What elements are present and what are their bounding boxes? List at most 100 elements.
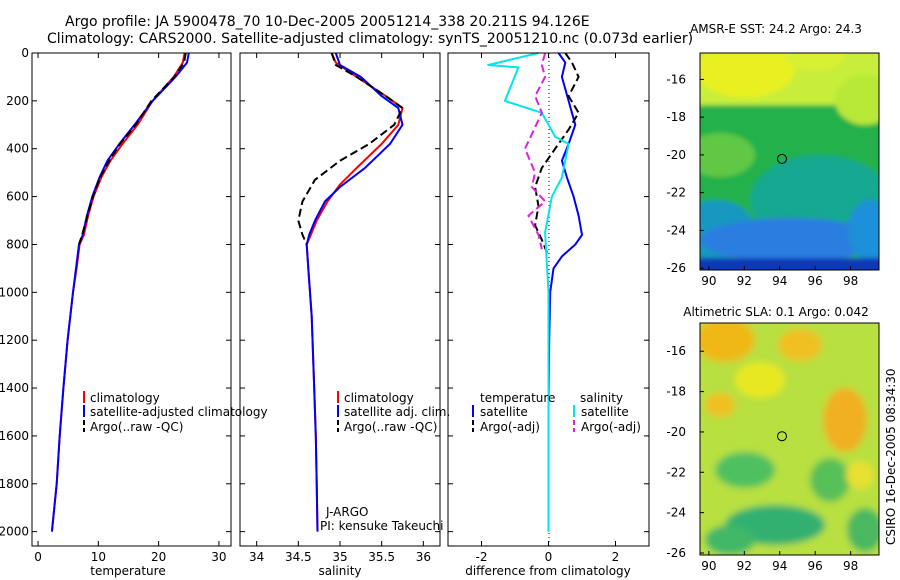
legend-salinity-heading: salinity (580, 391, 623, 405)
y-tick-label: 200 (6, 94, 29, 108)
temperature-ticks: 0 10 20 30 0 200 400 600 800 1000 1200 1400 1600 1800… (0, 46, 231, 564)
map-y-tick-label: -18 (666, 385, 686, 399)
legend-satellite-label: satellite adj. clim. (344, 405, 450, 419)
sst-cool-right (848, 200, 879, 260)
map-x-tick-label: 98 (843, 559, 858, 573)
temperature-panel: 0 10 20 30 0 200 400 600 800 1000 1200 1400 1600 1800… (0, 46, 268, 578)
x-tick-label: 30 (211, 550, 226, 564)
series-line-argo-raw-qc- (78, 52, 187, 245)
x-tick-label: 0 (545, 550, 553, 564)
series-line-argo-raw-qc- (297, 52, 404, 245)
series-line-climatology (50, 52, 186, 532)
x-tick-label: 10 (91, 550, 106, 564)
y-tick-label: 800 (6, 237, 29, 251)
series-line-climatology (305, 52, 404, 532)
difference-xlabel: difference from climatology (465, 564, 631, 578)
y-tick-label: 1800 (0, 477, 29, 491)
pi-annotation-line1: J-ARGO (325, 505, 368, 519)
map-y-tick-label: -22 (666, 186, 686, 200)
map-x-tick-label: 98 (843, 274, 858, 288)
series-line-temperature-satellite (547, 52, 583, 532)
y-tick-label: 1000 (0, 285, 29, 299)
temperature-legend: climatology satellite-adjusted climatolo… (83, 391, 268, 434)
salinity-legend: climatology satellite adj. clim. Argo(..… (337, 391, 450, 434)
salinity-panel: 34 34.5 35 35.5 36 salinity climatology sate… (239, 52, 450, 578)
sla-frame (699, 322, 880, 556)
credit-text: CSIRO 16-Dec-2005 08:34:30 (884, 368, 898, 545)
map-y-tick-label: -24 (666, 223, 686, 237)
x-tick-label: 34.5 (285, 550, 312, 564)
sst-cool-blue (700, 218, 879, 262)
map-y-tick-label: -18 (666, 110, 686, 124)
sla-low-1 (715, 452, 775, 488)
x-tick-label: 35.5 (368, 550, 395, 564)
sla-ticks: 90 92 94 96 98 -16 -18 -20 -22 -24 -26 (666, 344, 858, 573)
map-y-tick-label: -20 (666, 425, 686, 439)
legend-climatology-label: climatology (90, 391, 160, 405)
series-line-salinity-argo-adj- (524, 52, 547, 250)
map-x-tick-label: 92 (737, 274, 752, 288)
x-tick-label: -2 (476, 550, 488, 564)
series-line-temperature-argo-adj- (534, 52, 580, 257)
legend-sal-satellite-label: satellite (581, 405, 629, 419)
map-y-tick-label: -16 (666, 344, 686, 358)
map-x-tick-label: 90 (701, 559, 716, 573)
difference-panel: -2 0 2 difference from climatology tempera… (447, 52, 650, 578)
map-x-tick-label: 96 (808, 559, 823, 573)
y-tick-label: 600 (6, 190, 29, 204)
x-tick-label: 36 (416, 550, 431, 564)
legend-sal-argo-label: Argo(-adj) (581, 420, 641, 434)
y-tick-label: 1200 (0, 333, 29, 347)
salinity-lines (297, 52, 404, 532)
x-tick-label: 2 (612, 550, 620, 564)
sla-map-title: Altimetric SLA: 0.1 Argo: 0.042 (683, 305, 868, 319)
legend-argo-label: Argo(..raw -QC) (90, 420, 183, 434)
header-line1: Argo profile: JA 5900478_70 10-Dec-2005 … (65, 14, 590, 30)
difference-legend: temperature salinity satellite Argo(-adj… (472, 391, 641, 434)
sst-green-patch (700, 133, 755, 177)
temperature-frame (31, 52, 232, 547)
sla-low-4 (705, 525, 755, 555)
map-y-tick-label: -22 (666, 465, 686, 479)
sla-map: Altimetric SLA: 0.1 Argo: 0.042 90 92 94 96… (666, 305, 880, 573)
difference-lines (487, 52, 583, 532)
sla-yellow-1 (735, 362, 785, 398)
y-tick-label: 0 (21, 46, 29, 60)
sst-map: AMSR-E SST: 24.2 Argo: 24.3 90 92 94 96 98 -1… (666, 22, 880, 288)
legend-satellite-label: satellite-adjusted climatology (90, 405, 268, 419)
sla-yellow-2 (846, 461, 874, 489)
sst-frame (699, 52, 880, 271)
difference-ticks: -2 0 2 (448, 52, 649, 564)
temperature-xlabel: temperature (90, 564, 165, 578)
legend-climatology-label: climatology (344, 391, 414, 405)
map-y-tick-label: -26 (666, 261, 686, 275)
map-x-tick-label: 92 (737, 559, 752, 573)
map-x-tick-label: 94 (772, 559, 787, 573)
sst-map-title: AMSR-E SST: 24.2 Argo: 24.3 (690, 22, 862, 36)
map-y-tick-label: -20 (666, 148, 686, 162)
x-tick-label: 0 (34, 550, 42, 564)
sst-warm-right (835, 75, 879, 125)
sla-high-4 (705, 393, 735, 417)
sst-argo-marker (777, 153, 787, 164)
x-tick-label: 20 (151, 550, 166, 564)
map-x-tick-label: 94 (772, 274, 787, 288)
sla-low-2 (810, 458, 850, 502)
legend-temperature-heading: temperature (480, 391, 555, 405)
map-x-tick-label: 96 (808, 274, 823, 288)
y-tick-label: 400 (6, 142, 29, 156)
sla-high-1 (700, 323, 755, 362)
x-tick-label: 34 (249, 550, 264, 564)
pi-annotation-line2: PI: kensuke Takeuchi (320, 519, 443, 533)
x-tick-label: 35 (332, 550, 347, 564)
sla-field (700, 323, 879, 555)
sla-low-5 (847, 508, 879, 552)
sla-high-3 (823, 388, 867, 452)
sla-argo-marker (777, 431, 787, 442)
salinity-ticks: 34 34.5 35 35.5 36 (240, 52, 440, 564)
legend-temp-satellite-label: satellite (480, 405, 528, 419)
sst-warm-left (700, 53, 795, 98)
temperature-lines (50, 52, 190, 532)
y-tick-label: 1400 (0, 381, 29, 395)
